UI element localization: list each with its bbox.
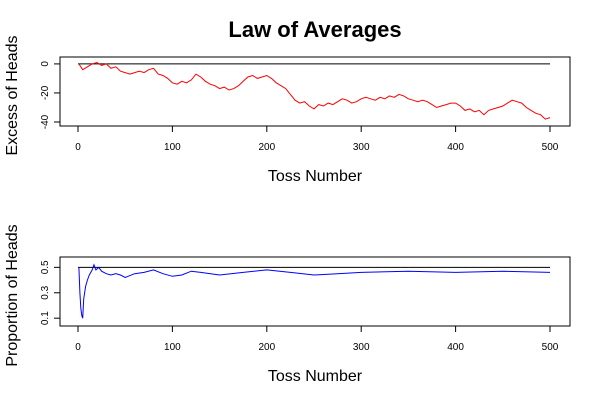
proportion-y-axis: 0.1 0.3 0.5 xyxy=(40,260,60,325)
proportion-y-tick-label: 0.3 xyxy=(40,285,51,299)
proportion-y-tick-label: 0.1 xyxy=(40,311,51,325)
figure-title: Law of Averages xyxy=(228,17,401,42)
proportion-plot-frame xyxy=(59,256,571,327)
proportion-x-tick-label: 400 xyxy=(447,342,464,353)
excess-of-heads-series-line xyxy=(78,61,551,120)
excess-y-tick-label: 0 xyxy=(40,61,51,67)
proportion-x-tick-label: 300 xyxy=(353,342,370,353)
excess-plot-frame xyxy=(59,56,571,127)
excess-y-axis: 0 -20 -40 xyxy=(40,61,60,129)
proportion-y-axis-title: Proportion of Heads xyxy=(4,224,21,366)
proportion-x-axis-title: Toss Number xyxy=(268,368,363,385)
excess-x-tick-label: 300 xyxy=(353,142,370,153)
excess-x-tick-label: 500 xyxy=(542,142,559,153)
excess-y-axis-title: Excess of Heads xyxy=(4,35,21,155)
proportion-of-heads-panel: 0 100 200 300 400 500 0.1 0.3 0.5 Toss Number P… xyxy=(4,224,571,385)
excess-x-tick-label: 0 xyxy=(75,142,81,153)
excess-x-tick-label: 400 xyxy=(447,142,464,153)
proportion-x-tick-label: 0 xyxy=(75,342,81,353)
excess-y-tick-label: -40 xyxy=(40,114,51,129)
proportion-x-tick-label: 100 xyxy=(164,342,181,353)
excess-x-tick-label: 200 xyxy=(258,142,275,153)
proportion-y-tick-label: 0.5 xyxy=(40,260,51,274)
excess-x-axis: 0 100 200 300 400 500 xyxy=(75,126,559,153)
proportion-x-tick-label: 500 xyxy=(542,342,559,353)
excess-x-tick-label: 100 xyxy=(164,142,181,153)
excess-of-heads-panel: 0 100 200 300 400 500 0 -20 -40 Toss Number Exc… xyxy=(4,35,571,185)
proportion-x-axis: 0 100 200 300 400 500 xyxy=(75,326,559,353)
proportion-of-heads-series-line xyxy=(78,263,551,319)
excess-y-tick-label: -20 xyxy=(40,85,51,100)
excess-x-axis-title: Toss Number xyxy=(268,168,363,185)
proportion-x-tick-label: 200 xyxy=(258,342,275,353)
